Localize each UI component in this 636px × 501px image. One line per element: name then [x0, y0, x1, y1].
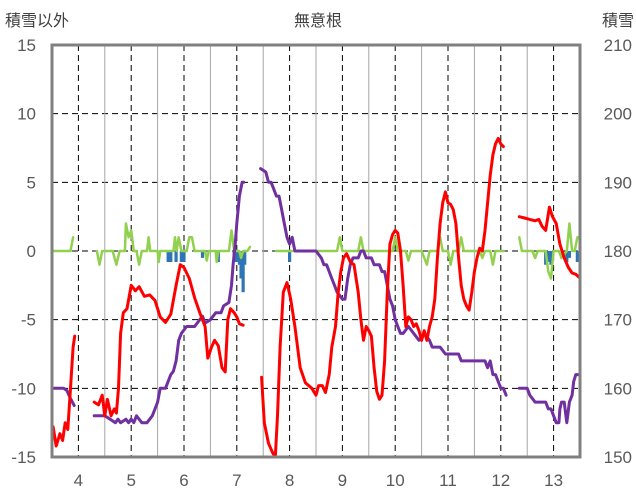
x-tick-label: 4: [74, 471, 83, 490]
x-tick-label: 8: [285, 471, 294, 490]
wind-line: [275, 236, 505, 266]
y-tick-label-left: -5: [21, 311, 36, 330]
precipitation-bar: [179, 251, 183, 262]
temperature-line: [92, 263, 245, 418]
y-tick-label-left: 0: [27, 242, 36, 261]
y-ticks-left: 15 10 5 0 -5 -10 -15: [11, 36, 36, 467]
x-tick-label: 11: [439, 471, 457, 490]
precipitation-bar: [243, 251, 247, 265]
left-axis-title: 積雪以外: [5, 11, 69, 30]
precipitation-bar: [575, 251, 579, 262]
snow-depth-line: [92, 180, 246, 425]
wind-line: [518, 222, 582, 280]
y-tick-label-left: 10: [17, 105, 36, 124]
precipitation-bar: [241, 251, 245, 293]
snow-depth-line: [517, 373, 581, 425]
plot-frame: [50, 43, 582, 459]
precipitation-bar: [239, 251, 243, 279]
wind-line: [50, 236, 75, 253]
axes: [50, 43, 582, 459]
x-tick-label: 13: [544, 471, 563, 490]
temperature-line: [517, 205, 581, 279]
precipitation-bar: [567, 251, 572, 258]
x-tick-label: 5: [126, 471, 135, 490]
precipitation-bar: [169, 251, 173, 262]
precipitation-bar: [182, 251, 186, 262]
precipitation-bar: [200, 251, 205, 258]
wind-line: [95, 222, 252, 266]
temperature-line: [51, 334, 77, 448]
y-tick-label-left: 5: [27, 173, 36, 192]
y-ticks-right: 210 200 190 180 170 160 150: [604, 36, 632, 467]
x-tick-label: 6: [179, 471, 188, 490]
snow-depth-line: [259, 167, 508, 397]
y-tick-label-left: -10: [11, 379, 36, 398]
temperature-line: [260, 136, 505, 459]
precipitation-bar: [174, 251, 178, 262]
x-tick-label: 10: [386, 471, 405, 490]
y-tick-label-right: 170: [604, 311, 632, 330]
precipitation-bar: [235, 251, 239, 262]
precipitation-bar: [549, 251, 553, 265]
x-tick-label: 7: [232, 471, 241, 490]
y-tick-label-right: 160: [604, 379, 632, 398]
y-tick-label-right: 200: [604, 105, 632, 124]
precipitation-bar: [565, 251, 569, 262]
x-tick-label: 9: [338, 471, 347, 490]
y-tick-label-right: 150: [604, 448, 632, 467]
x-ticks: 4 5 6 7 8 9 10 11 12 13: [74, 471, 563, 490]
y-tick-label-left: 15: [17, 36, 36, 55]
right-axis-title: 積雪: [602, 11, 634, 30]
precipitation-bar: [166, 251, 170, 262]
series-lines: [50, 136, 582, 459]
x-tick-label: 12: [491, 471, 510, 490]
chart-title: 無意根: [294, 11, 342, 30]
precipitation-bar: [288, 251, 292, 262]
precipitation-bar: [546, 251, 550, 262]
y-tick-label-left: -15: [11, 448, 36, 467]
y-tick-label-right: 190: [604, 173, 632, 192]
y-tick-label-right: 210: [604, 36, 632, 55]
y-tick-label-right: 180: [604, 242, 632, 261]
